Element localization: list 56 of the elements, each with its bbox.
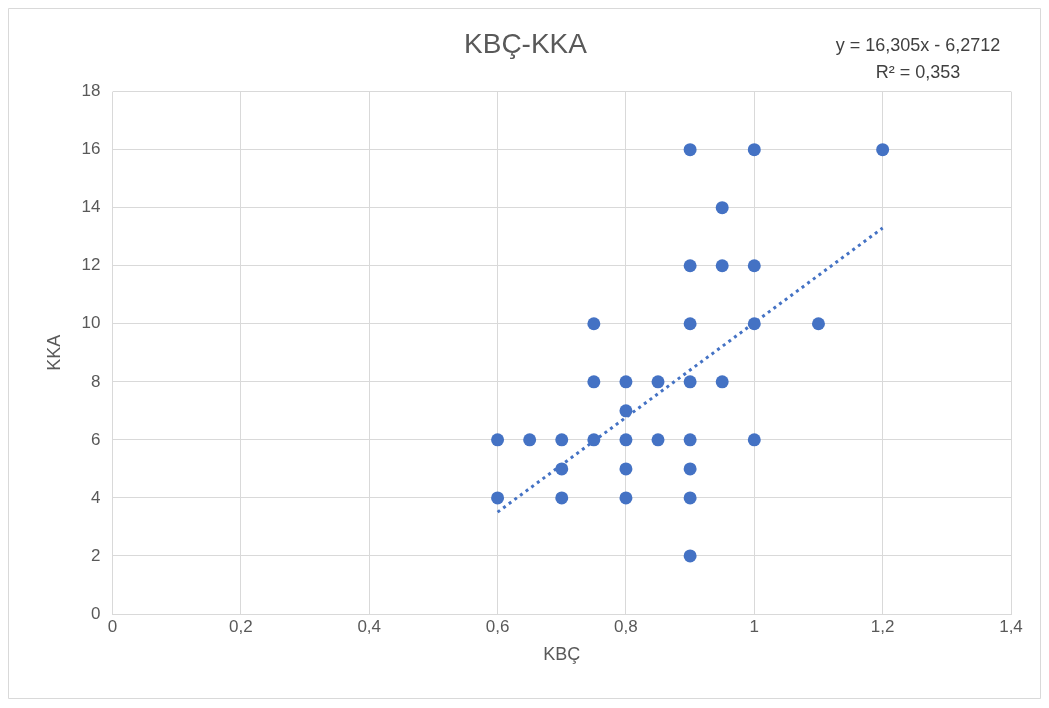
point	[619, 433, 633, 447]
point	[747, 317, 761, 331]
point	[619, 462, 633, 476]
x-tick-label: 0,8	[614, 616, 638, 636]
point	[747, 259, 761, 273]
text: R² = 0,353	[875, 61, 961, 82]
point	[683, 375, 697, 389]
chart-title: KBÇ-KKA	[464, 27, 588, 59]
y-tick-label: 0	[91, 603, 101, 623]
x-tick-label: 0,6	[485, 616, 510, 636]
x-axis-title: KBÇ	[543, 644, 581, 665]
point	[587, 433, 601, 447]
x-tick-label: 1,2	[870, 616, 895, 636]
point	[747, 143, 761, 157]
x-tick-label: 1,4	[999, 616, 1023, 636]
y-tick-label: 2	[91, 545, 101, 565]
point	[651, 375, 665, 389]
y-tick-label: 18	[81, 81, 101, 101]
x-tick-label: 1	[749, 616, 760, 636]
point	[651, 433, 665, 447]
x-tick-label: 0,2	[229, 616, 253, 636]
point	[715, 201, 729, 215]
point	[811, 317, 825, 331]
point	[715, 375, 729, 389]
point	[491, 433, 505, 447]
point	[876, 143, 890, 157]
x-tick-label: 0	[107, 616, 118, 636]
y-tick-label: 4	[91, 487, 101, 507]
text: y = 16,305x - 6,2712	[835, 34, 1001, 55]
y-tick-label: 14	[81, 197, 101, 217]
point	[715, 259, 729, 273]
x-tick-label: 0,4	[357, 616, 382, 636]
y-tick-label: 6	[91, 429, 101, 449]
point	[683, 491, 697, 505]
point	[619, 404, 633, 418]
point	[683, 433, 697, 447]
point	[683, 317, 697, 331]
point	[683, 259, 697, 273]
point	[555, 462, 569, 476]
y-tick-label: 8	[91, 371, 101, 391]
point	[683, 143, 697, 157]
point	[555, 433, 569, 447]
point	[747, 433, 761, 447]
y-axis-title: KKA	[43, 334, 64, 371]
y-tick-label: 10	[81, 313, 101, 333]
y-tick-label: 12	[81, 255, 101, 275]
y-tick-label: 16	[81, 139, 101, 159]
point	[683, 549, 697, 563]
point	[683, 462, 697, 476]
point	[491, 491, 505, 505]
point	[587, 317, 601, 331]
point	[587, 375, 601, 389]
point	[555, 491, 569, 505]
point	[523, 433, 537, 447]
point	[619, 375, 633, 389]
point	[619, 491, 633, 505]
